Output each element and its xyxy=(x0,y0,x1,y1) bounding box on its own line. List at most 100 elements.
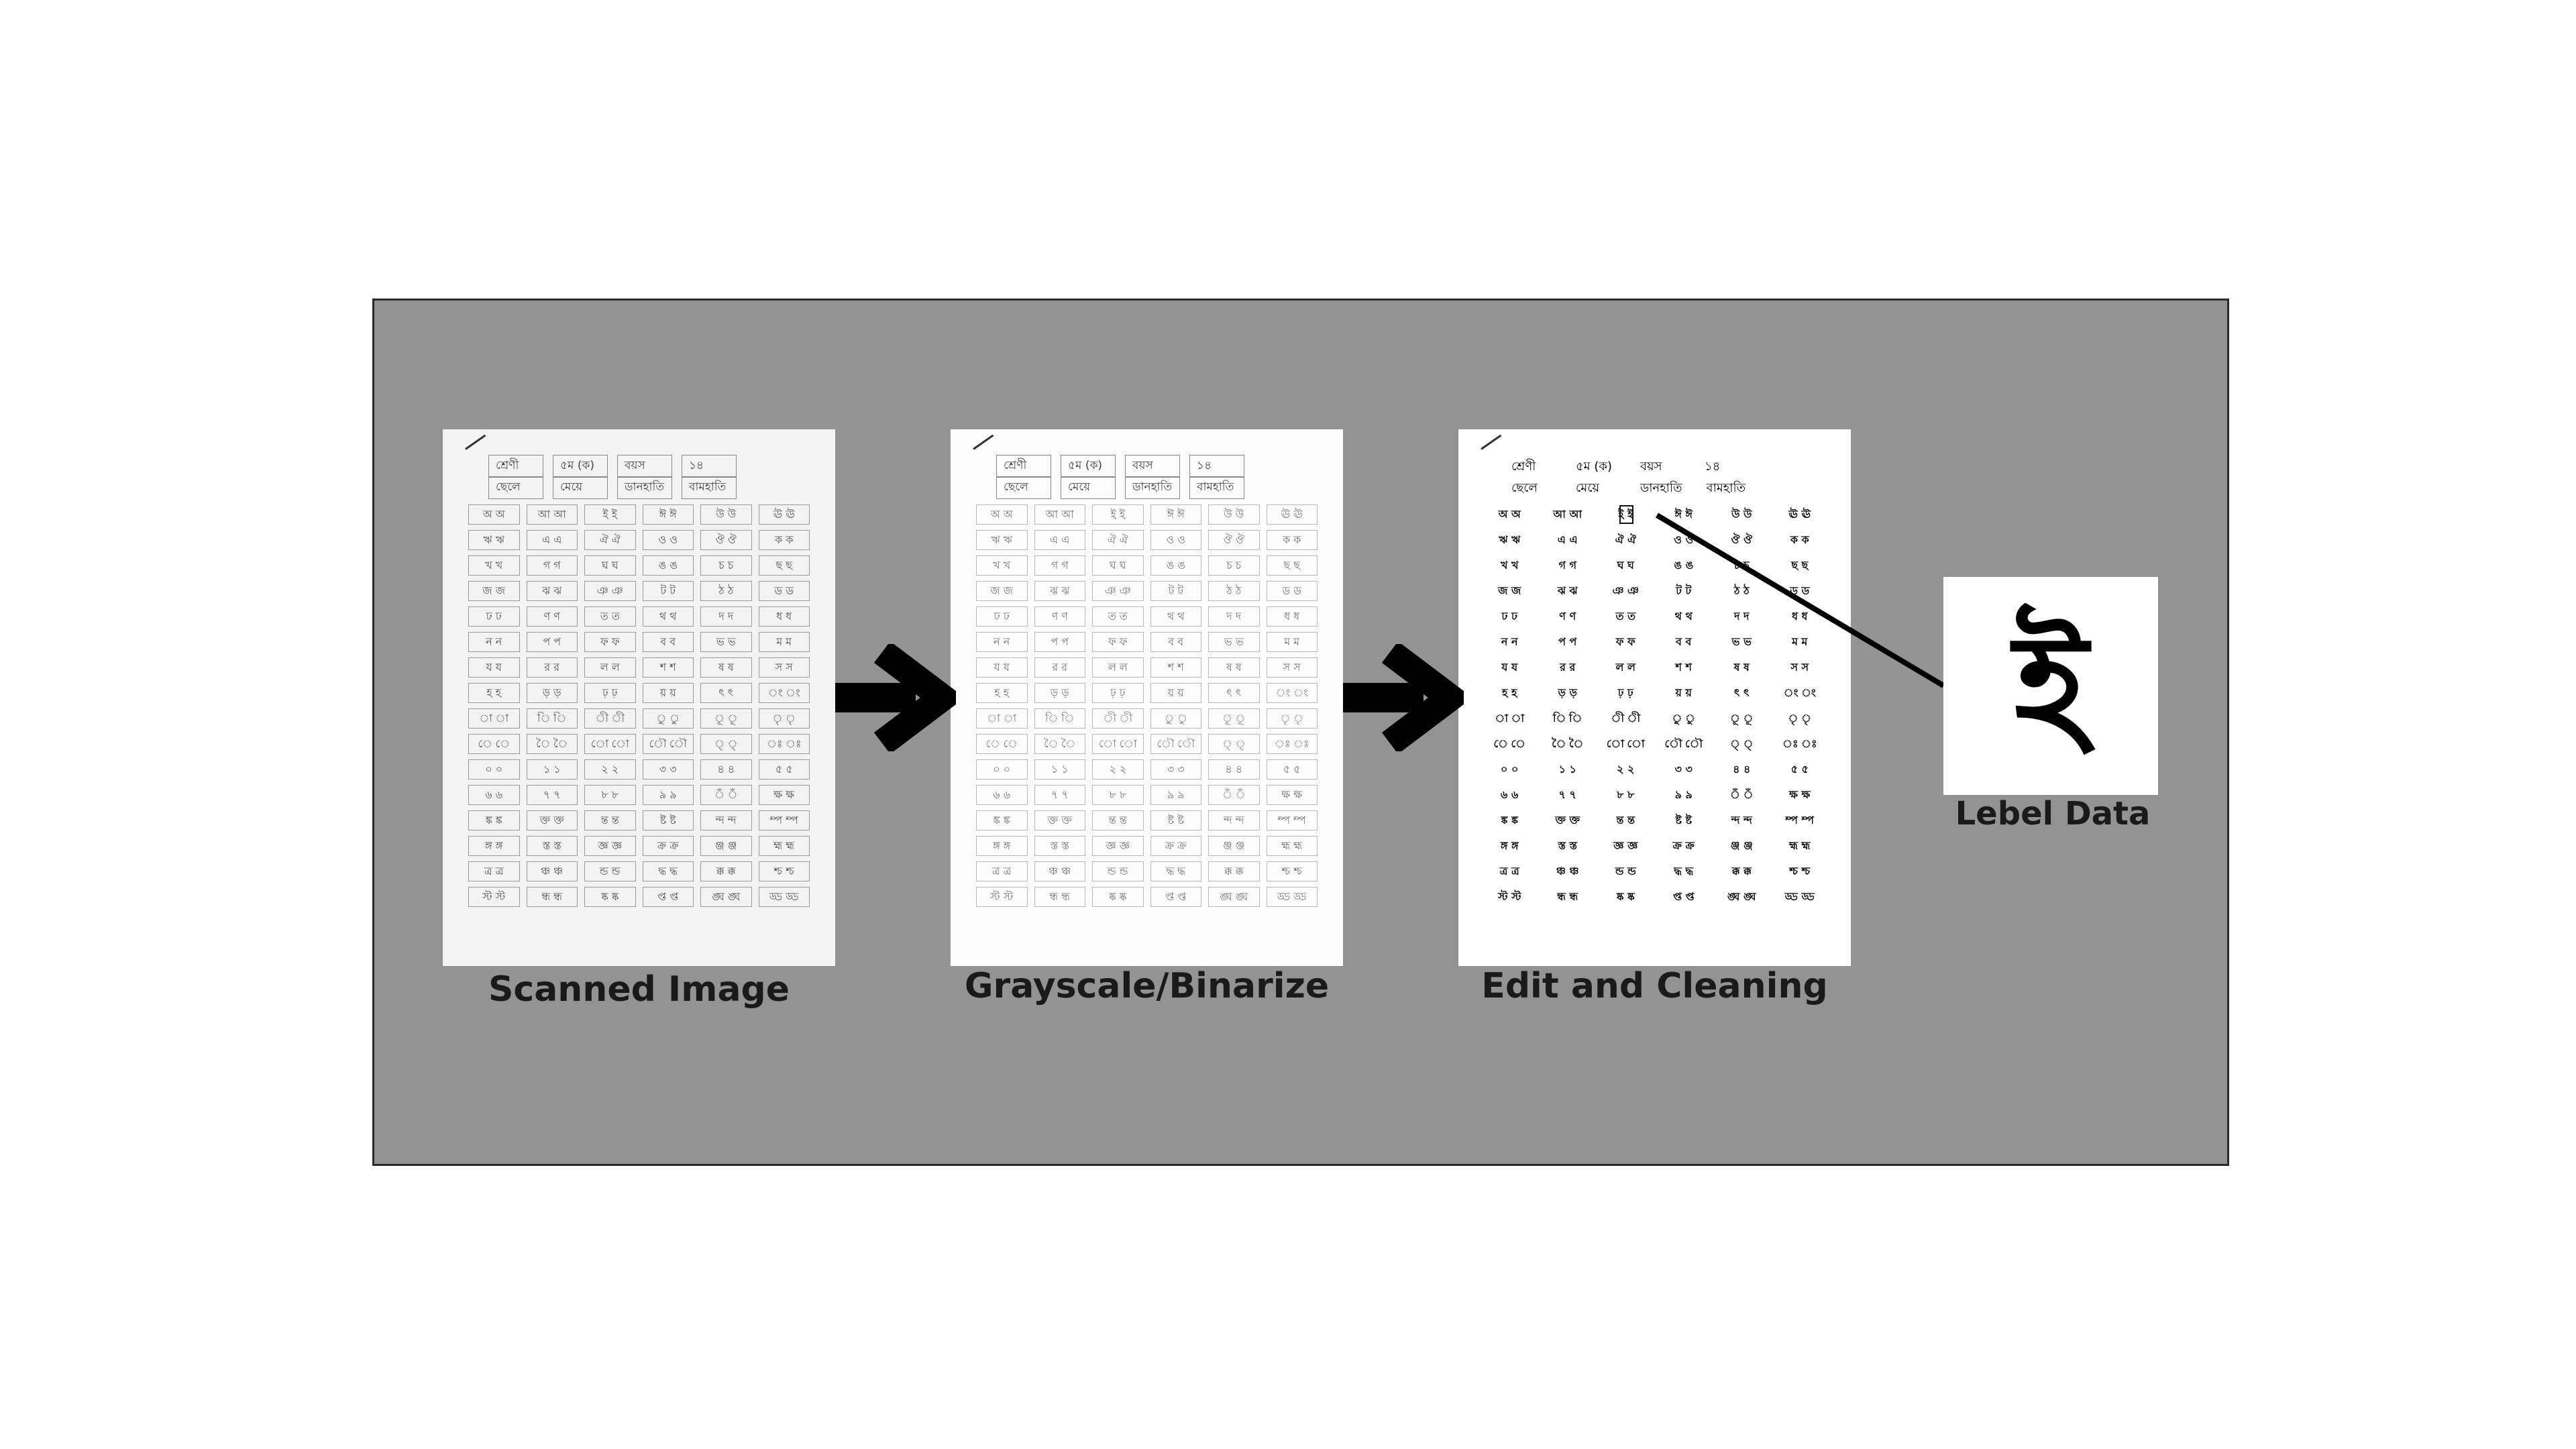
grid-cell: ন ন xyxy=(1501,635,1518,648)
grid-cell: ছ ছ xyxy=(758,555,810,576)
cleaned-sheet: শ্রেণী ৫ম (ক) বয়স ১৪ ছেলে মেয়ে ডানহাতি… xyxy=(1458,429,1851,966)
grid-cell: ি ি xyxy=(1552,711,1582,724)
grid-cell: ৎ ৎ xyxy=(1208,683,1260,703)
grid-cell: ঙ ঙ xyxy=(1150,555,1201,576)
grid-cell: ন্দ ন্দ xyxy=(1208,810,1260,830)
grid-cell: ড ড xyxy=(1266,581,1318,601)
grid-cell: ড ড xyxy=(1790,584,1810,597)
grid-cell: র র xyxy=(1034,657,1085,678)
grid-cell: ম্প ম্প xyxy=(758,810,810,830)
grid-cell: র র xyxy=(526,657,578,678)
grid-cell: ষ ষ xyxy=(700,657,752,678)
grid-cell: য য xyxy=(976,657,1028,678)
grid-cell: ঈ ঈ xyxy=(1674,507,1693,521)
class-value: ৫ম (ক) xyxy=(1061,455,1116,478)
grid-cell: অ অ xyxy=(468,504,520,525)
grid-cell: ক্ষ ক্ষ xyxy=(1266,785,1318,805)
boy-label: ছেলে xyxy=(488,476,543,499)
grid-cell: ো ো xyxy=(1606,737,1645,750)
grid-cell: ন্ধ ন্ধ xyxy=(1557,890,1578,903)
grid-cell: ৮ ৮ xyxy=(1092,785,1144,805)
grid-cell: ৈ ৈ xyxy=(526,734,578,754)
grid-cell: ও ও xyxy=(642,530,694,550)
grid-cell: উ উ xyxy=(700,504,752,525)
grid-cell: ু ু xyxy=(642,708,694,729)
form-header: শ্রেণী ৫ম (ক) বয়স ১৪ ছেলে মেয়ে ডানহাতি… xyxy=(465,434,810,499)
grid-cell: ক ক xyxy=(1790,533,1809,546)
grid-cell: দ্ধ দ্ধ xyxy=(1674,864,1694,877)
grid-cell: স্ত স্ত xyxy=(526,836,578,856)
grid-cell: ড ড xyxy=(758,581,810,601)
grid-cell: ৬ ৬ xyxy=(976,785,1028,805)
grid-cell: হ্ম হ্ম xyxy=(1266,836,1318,856)
grid-cell: ক ক xyxy=(758,530,810,550)
grid-cell: ু ু xyxy=(1150,708,1201,729)
caption-grayscale: Grayscale/Binarize xyxy=(964,966,1330,1006)
grid-cell: স্ট স্ট xyxy=(976,887,1028,907)
grid-cell: ং ং xyxy=(1266,683,1318,703)
grid-cell: ঙ্গ ঙ্গ xyxy=(976,836,1028,856)
tick-mark xyxy=(465,434,486,450)
grid-cell: া া xyxy=(1495,711,1525,724)
grid-cell: ঙ্ঘ ঙ্ঘ xyxy=(1208,887,1260,907)
grid-cell: আ আ xyxy=(1034,504,1085,525)
grid-cell: ঔ ঔ xyxy=(1208,530,1260,550)
grid-cell: ৬ ৬ xyxy=(468,785,520,805)
grid-cell: ঘ ঘ xyxy=(1092,555,1144,576)
grid-cell: ন্দ ন্দ xyxy=(1731,813,1752,826)
grid-cell: ল ল xyxy=(1092,657,1144,678)
tick-mark xyxy=(1481,434,1502,450)
grid-cell: ঙ্ঘ ঙ্ঘ xyxy=(700,887,752,907)
grid-cell: ূ ূ xyxy=(1730,711,1754,724)
grid-cell: গ গ xyxy=(526,555,578,576)
grid-cell: চ চ xyxy=(1733,558,1750,572)
grid-cell: হ হ xyxy=(1502,686,1517,699)
grid-cell: স্ট স্ট xyxy=(468,887,520,907)
grid-cell: ঘ ঘ xyxy=(584,555,636,576)
grid-cell: ফ ফ xyxy=(584,632,636,652)
grid-cell: ক্ষ ক্ষ xyxy=(1789,788,1811,801)
grid-cell: হ্ম হ্ম xyxy=(1788,839,1811,852)
grid-cell: ফ ফ xyxy=(1615,635,1635,648)
left-hand-label: বামহাতি xyxy=(1189,476,1244,499)
character-grid: অ অ আ আ ই ই ঈ ঈ উ উ ঊ ঊ ঋ ঋ এ এ ঐ ঐ ও ও ঔ ঔ ক ক খ খ গ… xyxy=(468,504,810,907)
grid-cell: স স xyxy=(1790,660,1809,674)
grid-cell: ০ ০ xyxy=(976,759,1028,780)
grid-cell: ঞ্জ ঞ্জ xyxy=(1730,839,1753,852)
grid-cell: ষ্ক ষ্ক xyxy=(1616,890,1635,903)
grid-cell: ূ ূ xyxy=(1208,708,1260,729)
grid-cell: ২ ২ xyxy=(584,759,636,780)
grid-cell: ব ব xyxy=(642,632,694,652)
grid-cell: খ খ xyxy=(1500,558,1519,572)
grid-cell: ত্র ত্র xyxy=(976,861,1028,881)
grid-cell: ক্ক ক্ক xyxy=(1731,864,1752,877)
class-label: শ্রেণী xyxy=(996,455,1051,478)
grid-cell: স্ত স্ত xyxy=(1034,836,1085,856)
grid-cell: প্ত প্ত xyxy=(642,887,694,907)
grid-cell: ই ই xyxy=(1600,504,1652,525)
grid-cell: ঔ ঔ xyxy=(700,530,752,550)
grid-cell: ২ ২ xyxy=(1617,762,1635,775)
grid-cell: প প xyxy=(526,632,578,652)
grid-cell: ঐ ঐ xyxy=(1615,533,1636,546)
grid-cell: য় য় xyxy=(1675,686,1692,699)
grid-cell: দ্ধ দ্ধ xyxy=(642,861,694,881)
grid-cell: ঝ ঝ xyxy=(526,581,578,601)
grid-cell: ত্র ত্র xyxy=(1499,864,1519,877)
grid-cell: ঔ ঔ xyxy=(1731,533,1753,546)
grid-cell: ণ ণ xyxy=(1559,609,1576,623)
grid-cell: শ শ xyxy=(1675,660,1692,674)
grid-cell: দ দ xyxy=(700,606,752,627)
form-header: শ্রেণী ৫ম (ক) বয়স ১৪ ছেলে মেয়ে ডানহাতি… xyxy=(1481,434,1825,496)
grid-cell: স স xyxy=(1266,657,1318,678)
boy-label: ছেলে xyxy=(996,476,1051,499)
grid-cell: ঢ ঢ xyxy=(468,606,520,627)
grid-cell: ঙ ঙ xyxy=(1674,558,1694,572)
grid-cell: ক্ষ ক্ষ xyxy=(758,785,810,805)
grid-cell: ড় ড় xyxy=(1558,686,1577,699)
age-label: বয়স xyxy=(617,455,672,478)
grid-cell: ঁ ঁ xyxy=(700,785,752,805)
grid-cell: ো ো xyxy=(1092,734,1144,754)
grid-cell: ঞ ঞ xyxy=(1612,584,1639,597)
grid-cell: ন্ত ন্ত xyxy=(1616,813,1635,826)
